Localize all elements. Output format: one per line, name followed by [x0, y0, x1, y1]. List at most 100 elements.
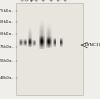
Bar — [21, 45, 22, 46]
Bar — [50, 30, 51, 31]
Bar — [48, 26, 49, 27]
Bar — [43, 24, 44, 25]
Bar — [48, 42, 49, 43]
Bar — [47, 29, 48, 30]
Bar — [34, 41, 35, 42]
Bar — [56, 41, 57, 42]
Bar — [23, 44, 24, 45]
Bar — [62, 39, 63, 40]
Bar — [50, 39, 51, 40]
Bar — [42, 48, 43, 49]
Text: HEK-293: HEK-293 — [25, 0, 38, 2]
Bar — [22, 42, 23, 43]
Bar — [56, 39, 57, 40]
Bar — [43, 42, 44, 43]
Bar — [40, 30, 41, 31]
Bar — [42, 30, 43, 31]
Bar — [48, 27, 49, 28]
Bar — [48, 34, 49, 35]
Bar — [40, 34, 41, 35]
Bar — [59, 44, 60, 45]
Bar — [40, 32, 41, 33]
Bar — [30, 27, 31, 28]
Bar — [53, 41, 54, 42]
Bar — [60, 45, 61, 46]
Bar — [60, 39, 61, 40]
Bar — [30, 42, 31, 43]
Bar — [49, 24, 50, 25]
Bar — [40, 22, 41, 23]
Bar — [41, 23, 42, 24]
Bar — [40, 48, 41, 49]
Bar — [47, 41, 48, 42]
Bar — [40, 21, 41, 22]
Bar — [23, 43, 24, 44]
Bar — [40, 46, 41, 47]
Bar — [60, 46, 61, 47]
Bar — [49, 23, 50, 24]
Bar — [39, 42, 40, 43]
Bar — [48, 44, 49, 45]
Bar — [34, 40, 35, 41]
Bar — [50, 40, 51, 41]
Bar — [40, 33, 41, 34]
Bar — [40, 33, 41, 34]
Bar — [48, 22, 49, 23]
Bar — [50, 34, 51, 35]
Bar — [39, 23, 40, 24]
Bar — [42, 42, 43, 43]
Bar — [23, 40, 24, 41]
Bar — [40, 37, 41, 38]
Bar — [40, 20, 41, 21]
Bar — [40, 43, 41, 44]
Bar — [42, 29, 43, 30]
Bar — [34, 43, 35, 44]
Bar — [48, 41, 49, 42]
Bar — [30, 36, 31, 37]
Bar — [50, 37, 51, 38]
Bar — [39, 29, 40, 30]
Bar — [46, 39, 47, 40]
Bar — [48, 33, 49, 34]
Text: Rat brain: Rat brain — [56, 0, 71, 2]
Bar — [40, 45, 41, 46]
Bar — [49, 26, 50, 27]
Text: 130kDa-: 130kDa- — [0, 20, 14, 24]
Bar — [40, 48, 41, 49]
Bar — [40, 26, 41, 27]
Bar — [51, 41, 52, 42]
Bar — [49, 42, 50, 43]
Bar — [40, 45, 41, 46]
Bar — [46, 26, 47, 27]
Bar — [47, 32, 48, 33]
Bar — [50, 41, 51, 42]
Bar — [24, 42, 25, 43]
Bar — [59, 41, 60, 42]
Bar — [39, 39, 40, 40]
Bar — [48, 28, 49, 29]
Bar — [40, 46, 41, 47]
Bar — [47, 26, 48, 27]
Bar — [47, 30, 48, 31]
Bar — [41, 48, 42, 49]
Bar — [49, 29, 50, 30]
Bar — [40, 29, 41, 30]
Bar — [21, 43, 22, 44]
Text: Mouse liver: Mouse liver — [50, 0, 67, 2]
Bar — [51, 27, 52, 28]
Bar — [49, 32, 50, 33]
Bar — [43, 29, 44, 30]
Bar — [40, 34, 41, 35]
Bar — [41, 19, 42, 20]
Bar — [43, 39, 44, 40]
Bar — [40, 31, 41, 32]
Bar — [35, 40, 36, 41]
Bar — [48, 45, 49, 46]
Bar — [41, 43, 42, 44]
Bar — [22, 40, 23, 41]
Bar — [55, 38, 56, 39]
Bar — [39, 24, 40, 25]
Bar — [30, 32, 31, 33]
Bar — [33, 40, 34, 41]
Bar — [42, 41, 43, 42]
